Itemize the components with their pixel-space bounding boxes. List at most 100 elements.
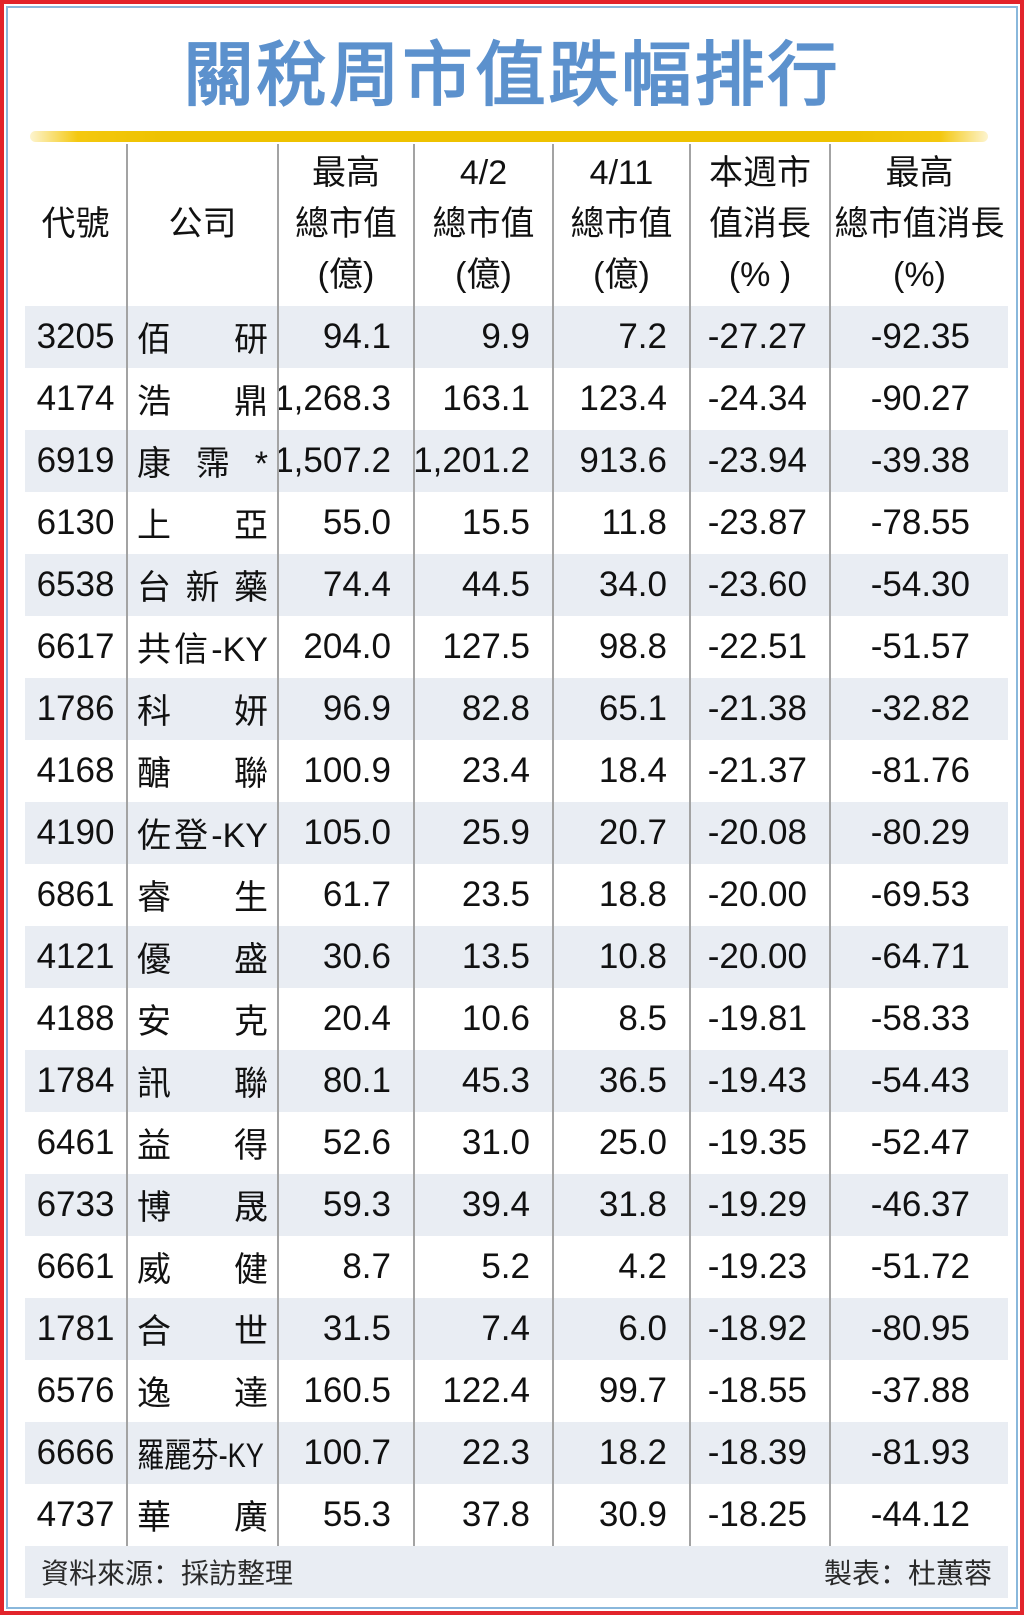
cell-code: 6919 [36, 440, 115, 480]
cell-company: 博晟 [126, 1173, 277, 1236]
cell-peak-change: -81.76 [829, 739, 1008, 802]
cell-company: 安克 [126, 987, 277, 1050]
header-code: 代號 [41, 205, 110, 244]
cell-peak-change: -32.82 [829, 677, 1008, 740]
table-row: 6576 逸達 160.5 122.4 99.7 -18.55 -37.88 [25, 1359, 1008, 1422]
table-row: 4174 浩鼎 1,268.3 163.1 123.4 -24.34 -90.27 [25, 367, 1008, 430]
table-header: 代號 公司 最高 總市值 (億) 4/2 總市值 (億) 4/11 總市值 (億) 本週市 值消長 (% … [25, 143, 1008, 306]
cell-company: 合世 [126, 1297, 277, 1360]
cell-peak-change: -51.72 [829, 1235, 1008, 1298]
cell-peak-change: -92.35 [829, 305, 1008, 368]
table-row: 4737 華廣 55.3 37.8 30.9 -18.25 -44.12 [25, 1483, 1008, 1546]
cell-code: 1781 [36, 1308, 115, 1348]
cell-cap-0411: 10.8 [552, 925, 689, 988]
cell-code: 6576 [36, 1370, 115, 1410]
cell-code: 6538 [36, 564, 115, 604]
cell-peak-cap: 55.3 [277, 1483, 413, 1546]
cell-week-change: -23.60 [689, 553, 829, 616]
cell-code: 4188 [36, 998, 115, 1038]
cell-code: 6861 [36, 874, 115, 914]
cell-company: 醣聯 [126, 739, 277, 802]
table-row: 6661 威健 8.7 5.2 4.2 -19.23 -51.72 [25, 1235, 1008, 1298]
cell-week-change: -21.37 [689, 739, 829, 802]
table-row: 3205 佰研 94.1 9.9 7.2 -27.27 -92.35 [25, 305, 1008, 368]
table-row: 6919 康霈* 1,507.2 1,201.2 913.6 -23.94 -39.38 [25, 429, 1008, 492]
cell-code: 4168 [36, 750, 115, 790]
cell-peak-change: -69.53 [829, 863, 1008, 926]
cell-cap-0411: 123.4 [552, 367, 689, 430]
table-row: 1784 訊聯 80.1 45.3 36.5 -19.43 -54.43 [25, 1049, 1008, 1112]
cell-company: 康霈* [126, 429, 277, 492]
cell-cap-0411: 7.2 [552, 305, 689, 368]
source-note: 資料來源：採訪整理 [41, 1557, 294, 1589]
cell-cap-0411: 18.8 [552, 863, 689, 926]
table-row: 4190 佐登-KY 105.0 25.9 20.7 -20.08 -80.29 [25, 801, 1008, 864]
cell-code: 6666 [36, 1432, 115, 1472]
cell-cap-0411: 913.6 [552, 429, 689, 492]
cell-peak-cap: 100.9 [277, 739, 413, 802]
table-row: 6617 共信-KY 204.0 127.5 98.8 -22.51 -51.57 [25, 615, 1008, 678]
credit-note: 製表：杜蕙蓉 [823, 1557, 992, 1589]
table-body: 3205 佰研 94.1 9.9 7.2 -27.27 -92.35 4174 浩鼎 1,268.… [25, 305, 1008, 1546]
cell-cap-0402: 7.4 [413, 1297, 552, 1360]
cell-cap-0402: 9.9 [413, 305, 552, 368]
cell-peak-change: -81.93 [829, 1421, 1008, 1484]
cell-cap-0411: 25.0 [552, 1111, 689, 1174]
table-row: 1786 科妍 96.9 82.8 65.1 -21.38 -32.82 [25, 677, 1008, 740]
header-week-change: 本週市 值消長 (% ) [689, 143, 829, 306]
cell-cap-0411: 31.8 [552, 1173, 689, 1236]
cell-cap-0402: 22.3 [413, 1421, 552, 1484]
cell-cap-0402: 122.4 [413, 1359, 552, 1422]
table-footer: 資料來源：採訪整理 製表：杜蕙蓉 [25, 1545, 1008, 1598]
cell-code: 4737 [36, 1494, 115, 1534]
cell-peak-cap: 8.7 [277, 1235, 413, 1298]
cell-peak-change: -64.71 [829, 925, 1008, 988]
cell-peak-cap: 1,507.2 [277, 429, 413, 492]
header-company: 公司 [126, 143, 277, 306]
cell-peak-change: -46.37 [829, 1173, 1008, 1236]
cell-week-change: -20.08 [689, 801, 829, 864]
table-row: 4188 安克 20.4 10.6 8.5 -19.81 -58.33 [25, 987, 1008, 1050]
cell-company: 睿生 [126, 863, 277, 926]
cell-cap-0411: 20.7 [552, 801, 689, 864]
cell-peak-cap: 96.9 [277, 677, 413, 740]
cell-company: 華廣 [126, 1483, 277, 1546]
cell-cap-0402: 1,201.2 [413, 429, 552, 492]
cell-week-change: -18.55 [689, 1359, 829, 1422]
cell-peak-cap: 1,268.3 [277, 367, 413, 430]
cell-cap-0402: 37.8 [413, 1483, 552, 1546]
market-cap-table: 代號 公司 最高 總市值 (億) 4/2 總市值 (億) 4/11 總市值 (億) 本週市 值消長 (% … [25, 143, 1008, 1546]
cell-code: 6617 [36, 626, 115, 666]
cell-peak-change: -54.30 [829, 553, 1008, 616]
table-row: 6538 台新藥 74.4 44.5 34.0 -23.60 -54.30 [25, 553, 1008, 616]
cell-peak-cap: 31.5 [277, 1297, 413, 1360]
cell-week-change: -19.81 [689, 987, 829, 1050]
cell-company: 威健 [126, 1235, 277, 1298]
cell-week-change: -23.87 [689, 491, 829, 554]
cell-peak-cap: 55.0 [277, 491, 413, 554]
cell-cap-0402: 39.4 [413, 1173, 552, 1236]
cell-cap-0411: 8.5 [552, 987, 689, 1050]
cell-cap-0411: 4.2 [552, 1235, 689, 1298]
cell-company: 訊聯 [126, 1049, 277, 1112]
cell-peak-cap: 204.0 [277, 615, 413, 678]
cell-code: 6461 [36, 1122, 115, 1162]
cell-cap-0402: 13.5 [413, 925, 552, 988]
cell-company: 上亞 [126, 491, 277, 554]
table-row: 1781 合世 31.5 7.4 6.0 -18.92 -80.95 [25, 1297, 1008, 1360]
cell-peak-change: -80.95 [829, 1297, 1008, 1360]
cell-cap-0411: 65.1 [552, 677, 689, 740]
table-row: 4168 醣聯 100.9 23.4 18.4 -21.37 -81.76 [25, 739, 1008, 802]
cell-code: 1786 [36, 688, 115, 728]
cell-cap-0402: 127.5 [413, 615, 552, 678]
cell-company: 浩鼎 [126, 367, 277, 430]
cell-week-change: -27.27 [689, 305, 829, 368]
cell-peak-cap: 100.7 [277, 1421, 413, 1484]
cell-code: 3205 [36, 316, 115, 356]
cell-company: 羅麗芬-KY [126, 1421, 277, 1484]
cell-peak-change: -80.29 [829, 801, 1008, 864]
cell-cap-0402: 15.5 [413, 491, 552, 554]
cell-cap-0402: 10.6 [413, 987, 552, 1050]
cell-peak-cap: 74.4 [277, 553, 413, 616]
